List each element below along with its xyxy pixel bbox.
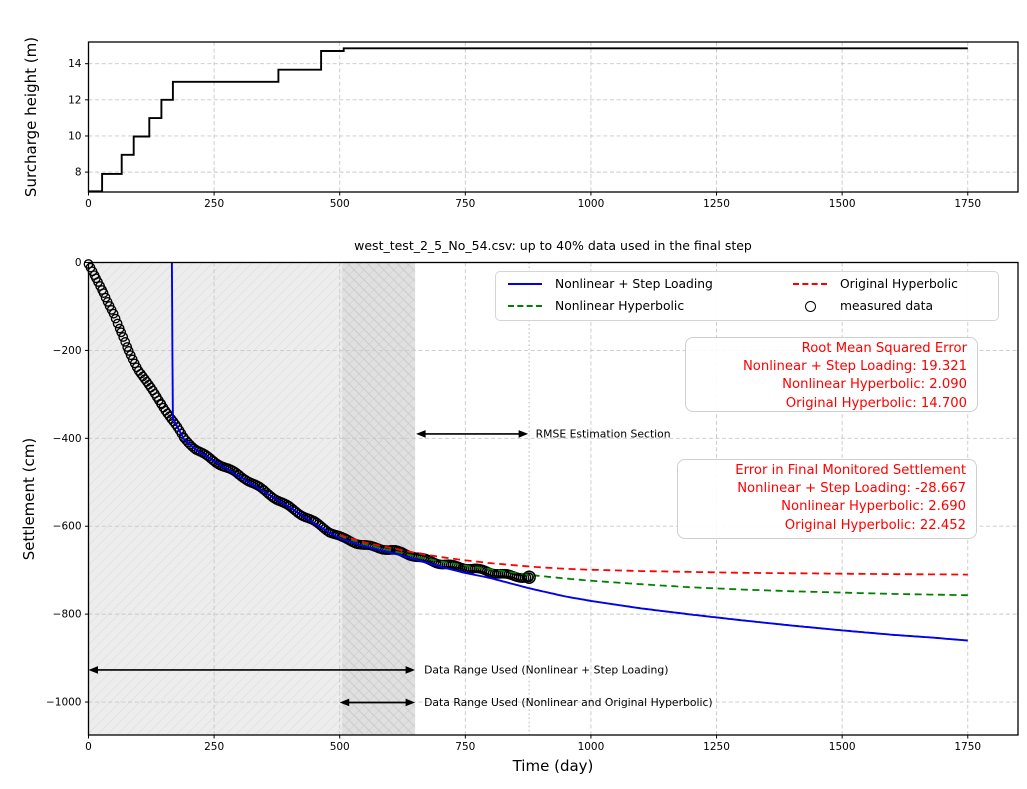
measured-point [110, 313, 121, 324]
x-tick-label: 1500 [829, 741, 856, 753]
legend-label: Original Hyperbolic [840, 277, 958, 291]
rmse-text-box: Root Mean Squared Error Nonlinear + Step… [685, 337, 978, 412]
legend-marker-open-circle [793, 300, 827, 312]
arrow-head-right [405, 698, 416, 707]
legend: Nonlinear + Step Loading Nonlinear Hyper… [495, 271, 999, 321]
annotation-label: RMSE Estimation Section [536, 428, 671, 441]
legend-item-measured-data: measured data [793, 299, 933, 313]
x-tick-label: 500 [330, 741, 350, 753]
y-tick-label: 12 [68, 94, 81, 106]
curve-nonlinear-step-loading [170, 262, 968, 642]
settlement-y-axis-label: Settlement (cm) [20, 437, 38, 561]
y-tick-label: −1000 [46, 697, 82, 709]
rmse-box-line: Nonlinear Hyperbolic: 2.090 [782, 377, 967, 393]
measured-point [112, 318, 123, 329]
arrow-head-right [405, 666, 416, 674]
legend-label: Nonlinear Hyperbolic [555, 299, 685, 313]
measured-last-point [522, 570, 536, 584]
legend-item-nonlinear-step: Nonlinear + Step Loading [508, 277, 713, 291]
final-error-text-box: Error in Final Monitored Settlement Nonl… [677, 459, 977, 539]
x-tick-label: 1250 [703, 198, 730, 210]
x-tick-label: 500 [330, 198, 350, 210]
y-tick-label: −600 [53, 521, 82, 533]
time-x-axis-label: Time (day) [512, 757, 594, 775]
y-tick-label: 10 [68, 130, 81, 142]
arrow-head-left [416, 430, 426, 438]
measured-point [108, 308, 119, 319]
surcharge-y-axis-label: Surcharge height (m) [22, 36, 40, 198]
y-tick-label: 8 [75, 167, 82, 179]
x-tick-label: 750 [455, 741, 475, 753]
x-tick-label: 250 [204, 741, 224, 753]
surcharge-step-line [88, 47, 968, 193]
y-tick-label: 0 [75, 257, 82, 269]
x-tick-label: 1000 [578, 741, 605, 753]
measured-point [524, 572, 534, 583]
x-tick-label: 750 [455, 198, 475, 210]
measured-point [98, 288, 109, 298]
rmse-box-line: Nonlinear + Step Loading: 19.321 [742, 359, 967, 375]
error-box-line: Nonlinear Hyperbolic: 2.690 [781, 499, 966, 515]
error-box-line: Original Hyperbolic: 22.452 [784, 517, 966, 533]
x-tick-label: 0 [85, 741, 92, 753]
rmse-box-line: Original Hyperbolic: 14.700 [785, 395, 967, 411]
rmse-box-title: Root Mean Squared Error [801, 341, 967, 356]
annotation-label: Data Range Used (Nonlinear + Step Loadin… [424, 664, 668, 677]
x-tick-label: 0 [85, 198, 92, 210]
legend-marker-red-dashed-line [793, 283, 827, 285]
legend-item-nonlinear-hyperbolic: Nonlinear Hyperbolic [508, 299, 684, 313]
annotation-label: Data Range Used (Nonlinear and Original … [424, 696, 713, 709]
y-tick-label: −400 [53, 433, 82, 445]
arrow-head-right [518, 430, 529, 438]
x-tick-label: 1000 [578, 198, 605, 210]
measured-point [120, 337, 131, 347]
settlement-axes-box [87, 261, 1019, 736]
legend-label: Nonlinear + Step Loading [555, 277, 713, 291]
measured-point [116, 327, 127, 338]
legend-label: measured data [840, 299, 934, 313]
curve-original-hyperbolic [339, 534, 968, 576]
legend-marker-blue-solid-line [508, 283, 542, 285]
shaded-region-hyperbolic [342, 262, 416, 735]
legend-item-original-hyperbolic: Original Hyperbolic [793, 277, 958, 291]
legend-marker-green-dashed-line [508, 305, 542, 307]
y-tick-label: −800 [53, 609, 82, 621]
curve-nonlinear-hyperbolic [339, 535, 968, 597]
surcharge-axes-box [87, 41, 1019, 193]
x-tick-label: 1500 [829, 198, 856, 210]
error-box-line: Nonlinear + Step Loading: -28.667 [737, 481, 966, 497]
x-tick-label: 250 [204, 198, 224, 210]
x-tick-label: 1750 [954, 741, 981, 753]
settlement-chart-title: west_test_2_5_No_54.csv: up to 40% data … [354, 238, 752, 253]
error-box-title: Error in Final Monitored Settlement [735, 463, 966, 478]
arrow-head-left [339, 698, 350, 707]
measured-point [118, 332, 129, 342]
y-tick-label: 14 [68, 58, 82, 70]
x-tick-label: 1250 [703, 741, 730, 753]
y-tick-label: −200 [53, 345, 82, 357]
arrow-head-left [88, 666, 98, 674]
x-tick-label: 1750 [954, 198, 981, 210]
